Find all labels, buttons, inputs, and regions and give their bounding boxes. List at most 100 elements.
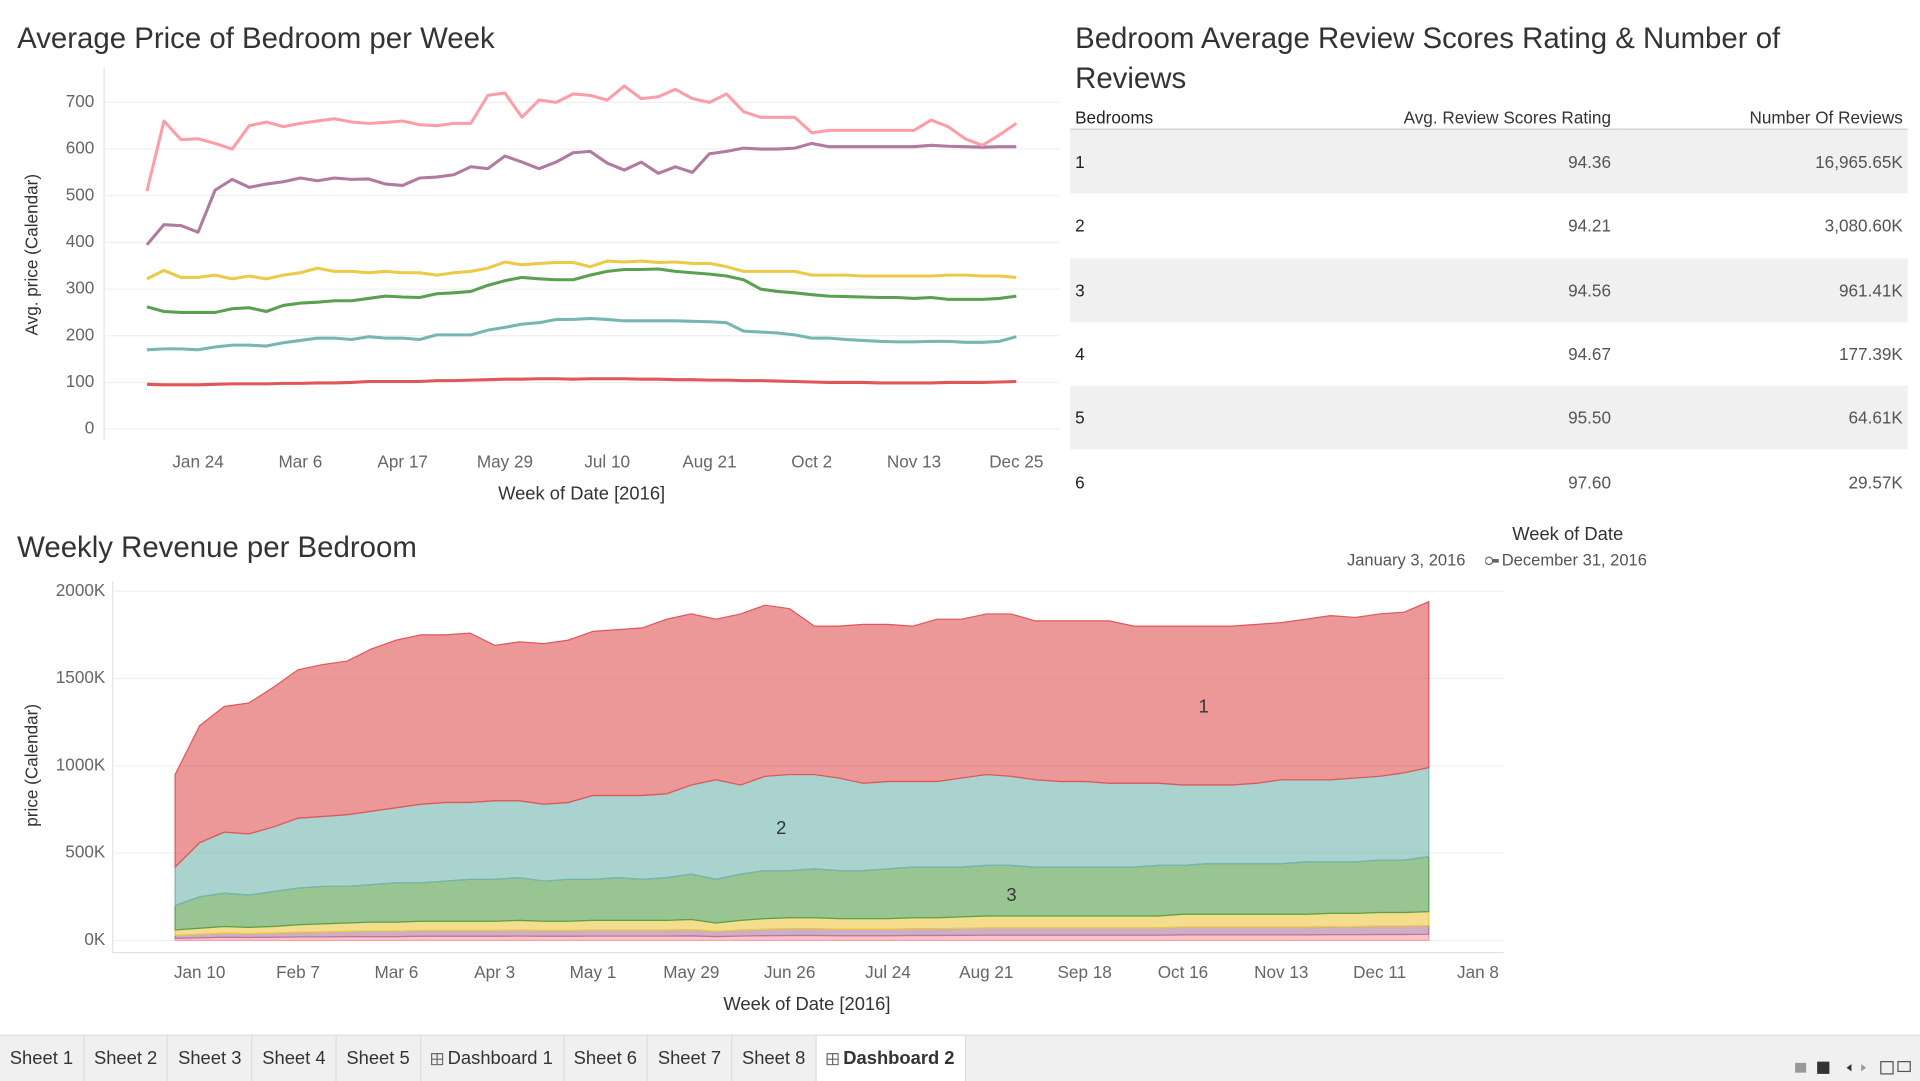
table-cell: 16,965.65K xyxy=(1615,129,1908,194)
tab-label: Dashboard 1 xyxy=(447,1048,553,1069)
table-cell: 5 xyxy=(1070,385,1228,450)
x-tick-label: May 1 xyxy=(570,962,617,982)
sheet-tab[interactable]: Sheet 5 xyxy=(337,1035,421,1081)
tab-label: Sheet 8 xyxy=(741,1048,806,1069)
table-title: Bedroom Average Review Scores Rating & N… xyxy=(1075,22,1781,96)
y-tick-label: 1000K xyxy=(56,754,106,774)
toolbar-icons xyxy=(1795,1061,1911,1075)
y-tick-label: 400 xyxy=(66,231,95,251)
icon[interactable] xyxy=(1795,1062,1807,1073)
column-header: Avg. Review Scores Rating xyxy=(1227,106,1616,130)
x-tick-label: May 29 xyxy=(477,451,533,471)
sheet-tab[interactable]: Sheet 4 xyxy=(252,1035,337,1081)
filter-title: Week of Date xyxy=(1512,524,1624,545)
tab-label: Sheet 4 xyxy=(262,1048,326,1069)
x-tick-label: Mar 6 xyxy=(374,962,418,982)
x-tick-label: Aug 21 xyxy=(959,962,1013,982)
table-cell: 3 xyxy=(1070,257,1228,322)
x-tick-label: Aug 21 xyxy=(682,451,736,471)
x-tick-label: Nov 13 xyxy=(887,451,941,471)
x-tick-label: Apr 17 xyxy=(377,451,427,471)
table-row: 1 94.36 16,965.65K xyxy=(1070,129,1908,194)
tab-label: Sheet 3 xyxy=(178,1048,242,1069)
sheet-tab[interactable]: Dashboard 2 xyxy=(816,1035,966,1081)
line xyxy=(146,316,1017,352)
table-cell: 97.60 xyxy=(1568,472,1611,492)
sheet-tab[interactable]: Sheet 3 xyxy=(168,1035,253,1081)
area-label: 1 xyxy=(1199,696,1209,717)
x-axis-title: Week of Date [2016] xyxy=(498,483,665,504)
table-header: Bedrooms Avg. Review Scores Rating Number … xyxy=(1070,106,1908,130)
x-tick-label: Apr 3 xyxy=(474,962,515,982)
table-row: 2 94.21 3,080.60K xyxy=(1070,194,1908,258)
tab-label: Sheet 5 xyxy=(346,1048,410,1069)
icon[interactable] xyxy=(1846,1064,1852,1072)
y-tick-label: 600 xyxy=(66,138,95,158)
area-group xyxy=(174,600,1430,942)
x-tick-label: Oct 16 xyxy=(1158,962,1208,982)
filter-range: January 3, 2016 December 31, 2016 xyxy=(1347,551,1647,569)
chart-title: Weekly Revenue per Bedroom xyxy=(17,531,417,565)
sheet-tab[interactable]: Sheet 8 xyxy=(732,1035,817,1081)
filter-start: January 3, 2016 xyxy=(1346,551,1466,570)
table-row: 4 94.67 177.39K xyxy=(1070,322,1908,386)
tab-label: Dashboard 2 xyxy=(843,1048,955,1069)
x-tick-label: Sep 18 xyxy=(1058,962,1112,982)
x-tick-label: Jan 24 xyxy=(172,451,224,471)
x-axis-title: Week of Date [2016] xyxy=(723,993,890,1014)
table-cell: 2 xyxy=(1075,216,1085,236)
x-tick-label: Jun 26 xyxy=(764,962,815,982)
table-cell: 6 xyxy=(1075,472,1085,492)
y-tick-label: 300 xyxy=(66,278,95,298)
area xyxy=(174,600,1430,869)
x-tick-label: Oct 2 xyxy=(791,451,832,471)
table-row: 5 95.50 64.61K xyxy=(1070,385,1908,450)
area-label: 3 xyxy=(1006,884,1016,905)
y-tick-label: 500 xyxy=(66,184,95,204)
table-cell: 64.61K xyxy=(1615,385,1908,450)
tab-label: Sheet 2 xyxy=(93,1048,158,1069)
y-tick-label: 500K xyxy=(65,842,106,862)
column-header: Bedrooms xyxy=(1070,106,1228,130)
line xyxy=(146,267,1017,314)
x-tick-label: Mar 6 xyxy=(278,451,322,471)
sheet-tab[interactable]: Dashboard 1 xyxy=(421,1035,564,1081)
x-tick-label: Jan 8 xyxy=(1457,962,1499,982)
y-axis-title: price (Calendar) xyxy=(22,704,42,827)
tab-bar: Sheet 1 Sheet 2 Sheet 3 Sheet 4 Sheet 5 Dashb… xyxy=(0,1034,1920,1081)
sheet-tab[interactable]: Sheet 7 xyxy=(648,1035,733,1081)
y-tick-label: 700 xyxy=(66,91,95,111)
filter-end: December 31, 2016 xyxy=(1501,551,1647,570)
sheet-tab[interactable]: Sheet 1 xyxy=(0,1035,85,1081)
line xyxy=(146,259,1017,281)
sheet-tab[interactable]: Sheet 2 xyxy=(84,1035,169,1081)
table-cell: 4 xyxy=(1075,344,1085,364)
chart-title: Average Price of Bedroom per Week xyxy=(17,22,495,56)
range-slider[interactable] xyxy=(1485,554,1500,566)
x-tick-label: Nov 13 xyxy=(1254,962,1308,982)
y-tick-label: 2000K xyxy=(56,580,106,600)
y-tick-label: 0 xyxy=(85,418,95,438)
line xyxy=(145,141,1017,246)
y-tick-label: 1500K xyxy=(56,667,106,687)
sheet-tab[interactable]: Sheet 6 xyxy=(564,1035,649,1081)
tab-label: Sheet 7 xyxy=(657,1048,722,1069)
x-tick-label: Jul 10 xyxy=(584,451,630,471)
icon[interactable] xyxy=(1897,1061,1911,1073)
icon[interactable] xyxy=(1817,1061,1830,1074)
column-header: Number Of Reviews xyxy=(1615,106,1908,130)
table-row: 6 97.60 29.57K xyxy=(1070,450,1908,514)
icon[interactable] xyxy=(1861,1064,1867,1072)
tab-label: Sheet 1 xyxy=(9,1048,74,1069)
table: Bedrooms Avg. Review Scores Rating Number … xyxy=(1070,106,1908,514)
area-label: 2 xyxy=(776,817,786,838)
x-tick-label: Dec 25 xyxy=(989,451,1043,471)
tab-label: Sheet 6 xyxy=(573,1048,638,1069)
x-tick-label: May 29 xyxy=(663,962,719,982)
x-tick-label: Feb 7 xyxy=(276,962,320,982)
table-row: 3 94.56 961.41K xyxy=(1070,257,1908,322)
icon[interactable] xyxy=(1880,1061,1894,1075)
dashboard-icon xyxy=(826,1052,839,1065)
slider-handle[interactable] xyxy=(1485,555,1494,565)
